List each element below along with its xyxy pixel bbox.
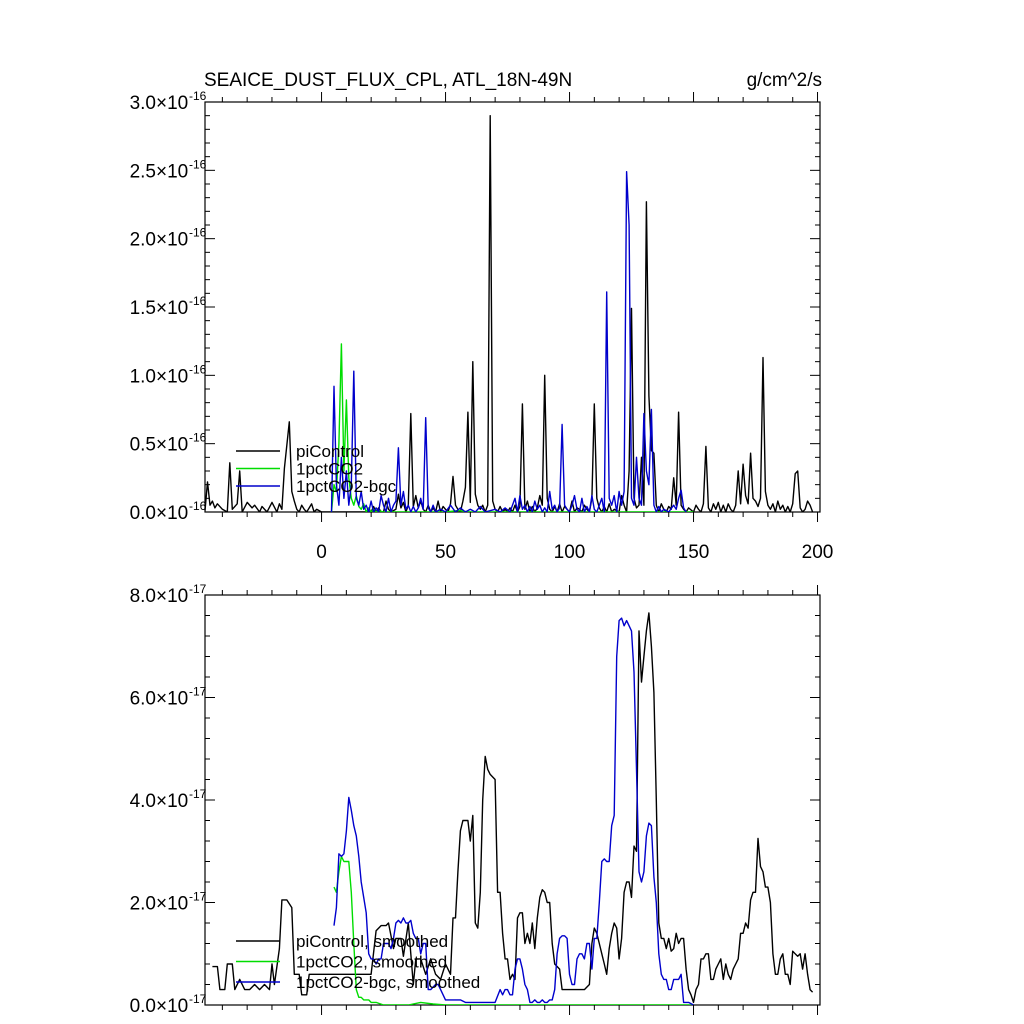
series-line-1pctco2-smoothed bbox=[333, 855, 694, 1005]
y-tick-label: 1.0 bbox=[130, 366, 156, 387]
series-line-picontrol bbox=[205, 115, 814, 512]
y-tick-times: ×10 bbox=[156, 791, 188, 812]
y-tick-times: ×10 bbox=[156, 298, 188, 319]
legend-label: piControl, smoothed bbox=[296, 932, 448, 951]
y-tick-label: 2.0 bbox=[130, 230, 156, 251]
y-tick-times: ×10 bbox=[156, 366, 188, 387]
series-line-1pctco2-bgc bbox=[330, 171, 687, 512]
y-tick-times: ×10 bbox=[156, 689, 188, 710]
y-tick-times: ×10 bbox=[156, 996, 188, 1017]
series-line-picontrol-smoothed bbox=[212, 612, 814, 1004]
y-tick-exponent: -16 bbox=[189, 499, 207, 513]
y-tick-exponent: -16 bbox=[189, 226, 207, 240]
y-tick-label: 6.0 bbox=[130, 689, 156, 710]
y-tick-times: ×10 bbox=[156, 435, 188, 456]
y-tick-times: ×10 bbox=[156, 894, 188, 915]
y-tick-label: 8.0 bbox=[130, 586, 156, 607]
y-tick-label: 3.0 bbox=[130, 93, 156, 114]
y-tick-exponent: -17 bbox=[189, 582, 207, 596]
y-tick-exponent: -17 bbox=[189, 890, 207, 904]
x-tick-label: 150 bbox=[678, 542, 710, 563]
legend-label: 1pctCO2-bgc, smoothed bbox=[296, 973, 480, 992]
x-tick-label: 200 bbox=[802, 542, 834, 563]
y-tick-label: 1.5 bbox=[130, 298, 156, 319]
y-tick-times: ×10 bbox=[156, 230, 188, 251]
y-tick-label: 0.0 bbox=[130, 503, 156, 524]
y-tick-times: ×10 bbox=[156, 161, 188, 182]
y-tick-exponent: -16 bbox=[189, 294, 207, 308]
figure-title: SEAICE_DUST_FLUX_CPL, ATL_18N-49N bbox=[204, 70, 572, 91]
legend-label: 1pctCO2 bbox=[296, 460, 363, 479]
y-tick-exponent: -16 bbox=[189, 431, 207, 445]
legend-label: 1pctCO2-bgc bbox=[296, 477, 397, 496]
y-tick-label: 4.0 bbox=[130, 791, 156, 812]
y-tick-exponent: -16 bbox=[189, 157, 207, 171]
legend-label: 1pctCO2, smoothed bbox=[296, 953, 447, 972]
y-tick-times: ×10 bbox=[156, 586, 188, 607]
y-tick-label: 0.5 bbox=[130, 435, 156, 456]
y-tick-exponent: -17 bbox=[189, 787, 207, 801]
x-tick-label: 100 bbox=[554, 542, 586, 563]
y-tick-label: 2.0 bbox=[130, 894, 156, 915]
y-tick-times: ×10 bbox=[156, 503, 188, 524]
y-tick-label: 0.0 bbox=[130, 996, 156, 1017]
y-tick-exponent: -16 bbox=[189, 362, 207, 376]
y-tick-exponent: -16 bbox=[189, 89, 207, 103]
bottom-panel: 0.0 ×10 -172.0 ×10 -174.0 ×10 -176.0 ×10 -178.0 ×… bbox=[130, 582, 821, 1017]
y-tick-exponent: -17 bbox=[189, 992, 207, 1006]
y-tick-times: ×10 bbox=[156, 93, 188, 114]
legend-label: piControl bbox=[296, 442, 364, 461]
x-tick-label: 0 bbox=[316, 542, 327, 563]
y-tick-exponent: -17 bbox=[189, 685, 207, 699]
figure-units: g/cm^2/s bbox=[747, 70, 822, 91]
y-tick-label: 2.5 bbox=[130, 161, 156, 182]
x-tick-label: 50 bbox=[435, 542, 456, 563]
series-line-1pctco2-bgc-smoothed bbox=[333, 617, 694, 1005]
